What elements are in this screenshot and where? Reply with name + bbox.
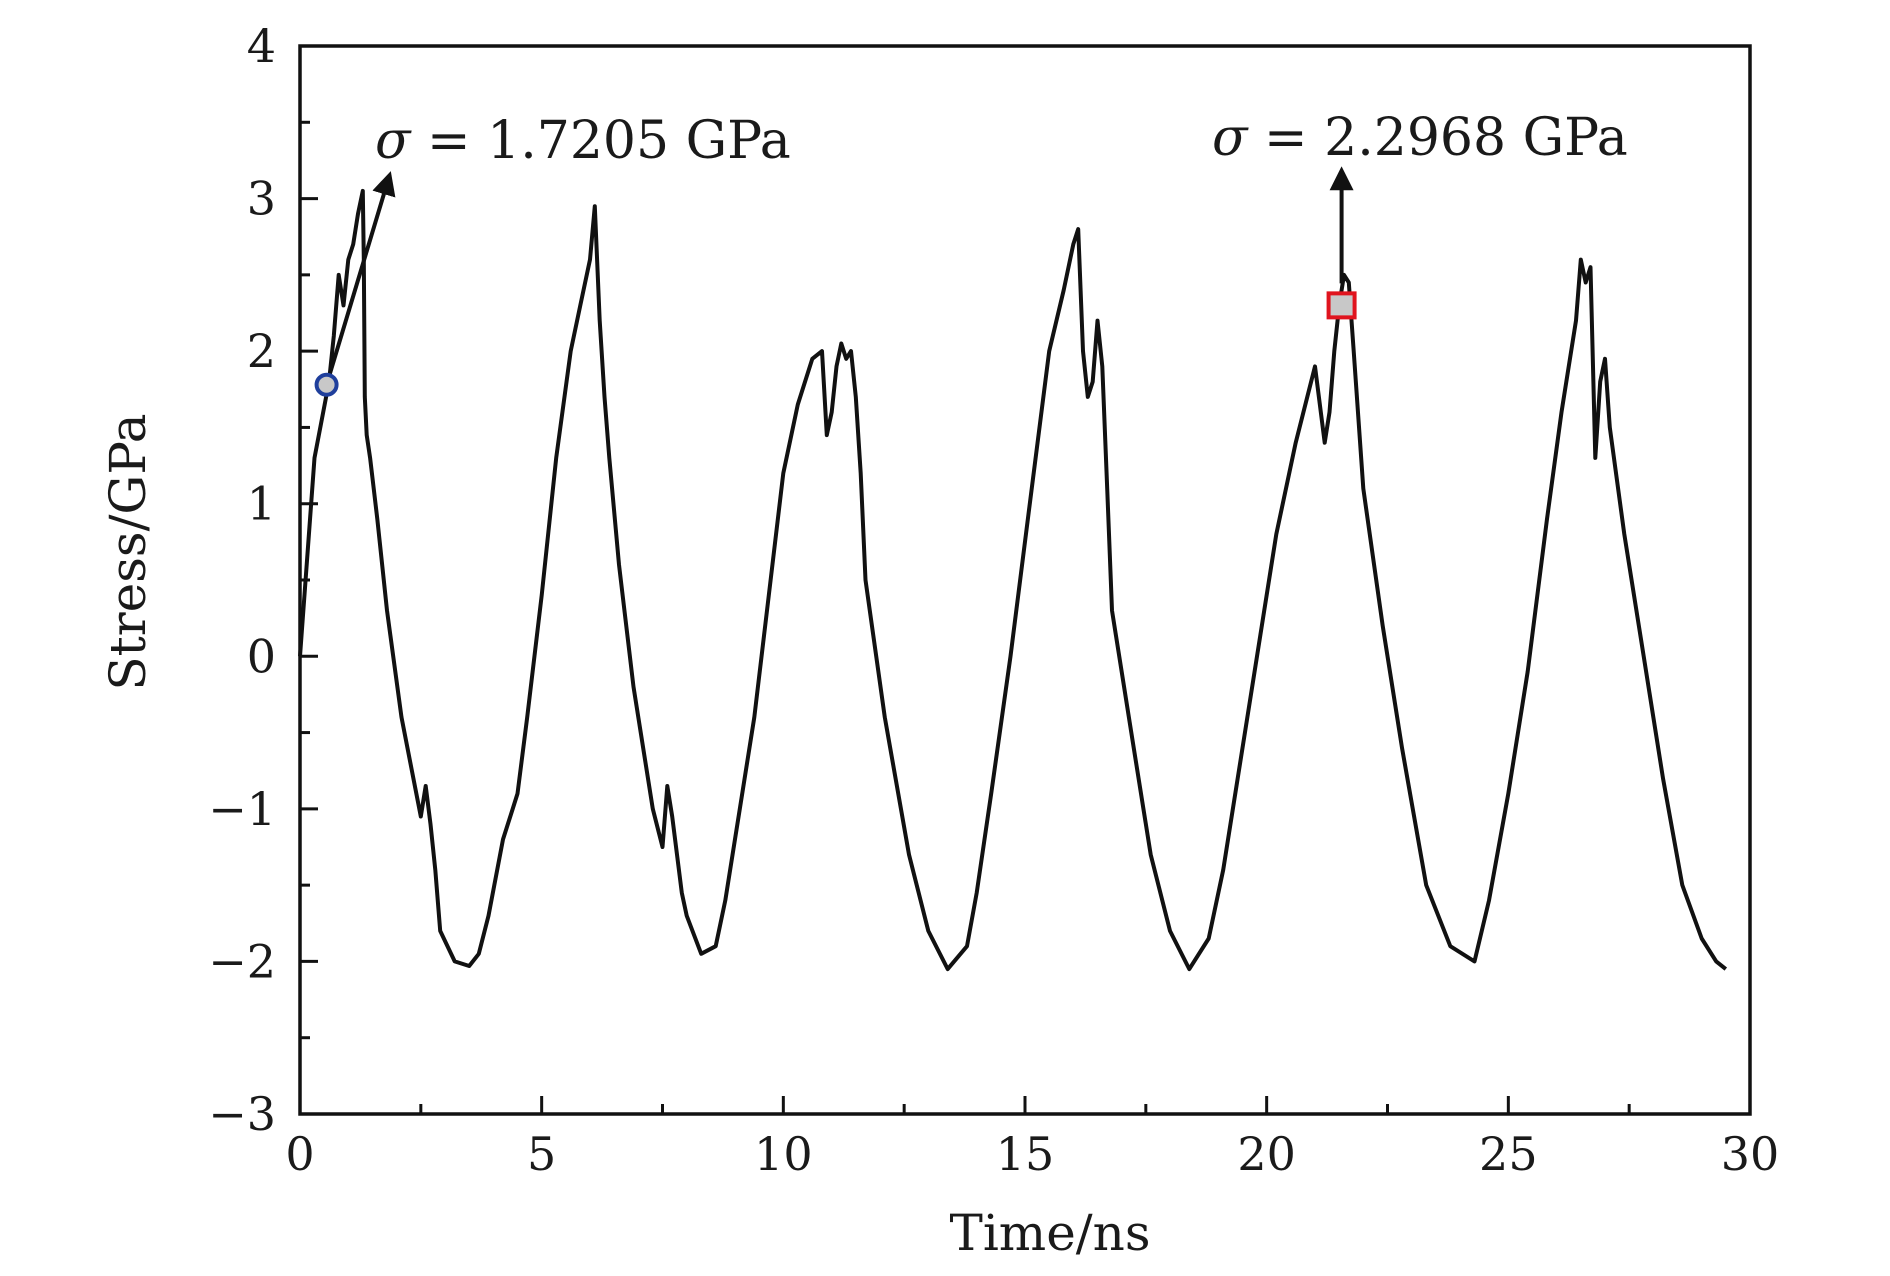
square-marker — [1326, 291, 1357, 320]
y-tick-label: 4 — [247, 19, 276, 73]
y-tick-label: 2 — [247, 324, 276, 378]
annotation-arrow — [324, 171, 396, 386]
stress-series-line — [298, 188, 1728, 972]
x-tick-label: 15 — [996, 1127, 1055, 1181]
y-tick-label: 1 — [247, 477, 276, 531]
y-tick-label: 3 — [247, 172, 276, 226]
annotation-value: = 2.2968 GPa — [1248, 108, 1628, 168]
x-axis-tick-labels: 0 5 10 15 20 25 30 — [285, 1127, 1779, 1181]
y-axis-title: Stress/GPa — [99, 413, 157, 690]
y-tick-label: −2 — [208, 934, 276, 988]
sigma-symbol: σ — [375, 111, 412, 171]
y-axis-ticks — [300, 44, 318, 1116]
sigma-symbol: σ — [1212, 108, 1249, 168]
x-tick-label: 0 — [285, 1127, 314, 1181]
x-tick-label: 30 — [1721, 1127, 1780, 1181]
y-axis-tick-labels: −3 −2 −1 0 1 2 3 4 — [208, 19, 276, 1141]
circle-marker — [314, 372, 339, 397]
x-tick-label: 25 — [1479, 1127, 1538, 1181]
x-axis-ticks — [298, 1096, 1752, 1114]
y-tick-label: 0 — [247, 629, 276, 683]
annotation-value: = 1.7205 GPa — [411, 111, 791, 171]
annotation-label: σ = 2.2968 GPa — [1212, 108, 1628, 168]
y-tick-label: −3 — [208, 1087, 276, 1141]
plot-area — [298, 44, 1752, 1116]
y-tick-label: −1 — [208, 782, 276, 836]
annotation-label: σ = 1.7205 GPa — [375, 111, 791, 171]
x-tick-label: 10 — [754, 1127, 813, 1181]
plot-frame — [298, 44, 1752, 1116]
annotations: σ = 1.7205 GPa σ = 2.2968 GPa — [314, 108, 1628, 397]
x-tick-label: 20 — [1237, 1127, 1296, 1181]
x-axis-title: Time/ns — [949, 1204, 1150, 1262]
x-tick-label: 5 — [527, 1127, 556, 1181]
